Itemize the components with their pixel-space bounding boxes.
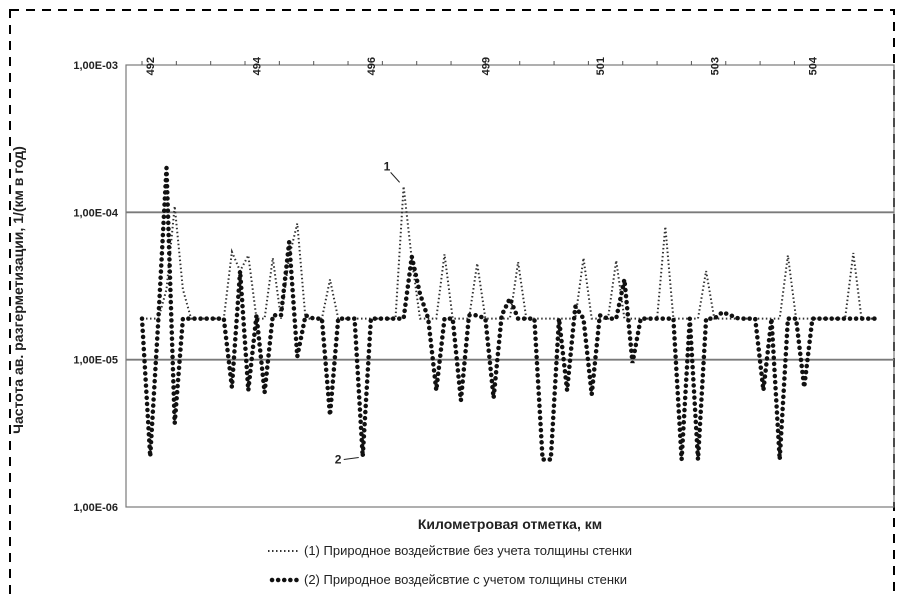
y-tick-label: 1,00E-04 (73, 207, 119, 219)
y-tick-label: 1,00E-05 (73, 355, 118, 367)
y-tick-label: 1,00E-06 (73, 502, 118, 514)
annotation-2-leader (343, 457, 359, 461)
annotation-1-label: 1 (384, 159, 391, 173)
x-axis-title: Километровая отметка, км (418, 516, 602, 532)
annotation-2-label: 2 (335, 453, 342, 467)
x-tick-label: 503 (709, 57, 721, 75)
y-tick-label: 1,00E-03 (73, 60, 118, 72)
legend-label-1: (1) Природное воздействие без учета толщ… (304, 543, 632, 558)
series-line-1 (142, 186, 878, 320)
legend-label-2: (2) Природное воздейсвтие с учетом толщи… (304, 572, 627, 587)
x-tick-label: 501 (595, 57, 607, 75)
x-tick-label: 494 (251, 56, 263, 75)
legend-item-2: (2) Природное воздейсвтие с учетом толщи… (269, 572, 627, 587)
x-tick-label: 496 (366, 57, 378, 75)
series-layer (139, 167, 881, 462)
y-axis: 1,00E-06 1,00E-05 1,00E-04 1,00E-03 (73, 60, 119, 514)
x-tick-label: 499 (480, 57, 492, 75)
x-tick-label: 492 (145, 57, 157, 75)
annotations: 12 (335, 159, 400, 467)
x-axis: 492 494 496 499 501 503 504 (141, 56, 819, 75)
series-line-2 (139, 167, 881, 462)
x-tick-label: 504 (807, 56, 819, 75)
legend-item-1: (1) Природное воздействие без учета толщ… (268, 543, 632, 558)
annotation-1-leader (390, 172, 400, 183)
plot-area (125, 64, 895, 508)
legend: (1) Природное воздействие без учета толщ… (268, 543, 632, 587)
y-axis-title: Частота ав. разгерметизации, 1/(км в год… (10, 146, 26, 434)
dashed-frame (9, 9, 895, 596)
